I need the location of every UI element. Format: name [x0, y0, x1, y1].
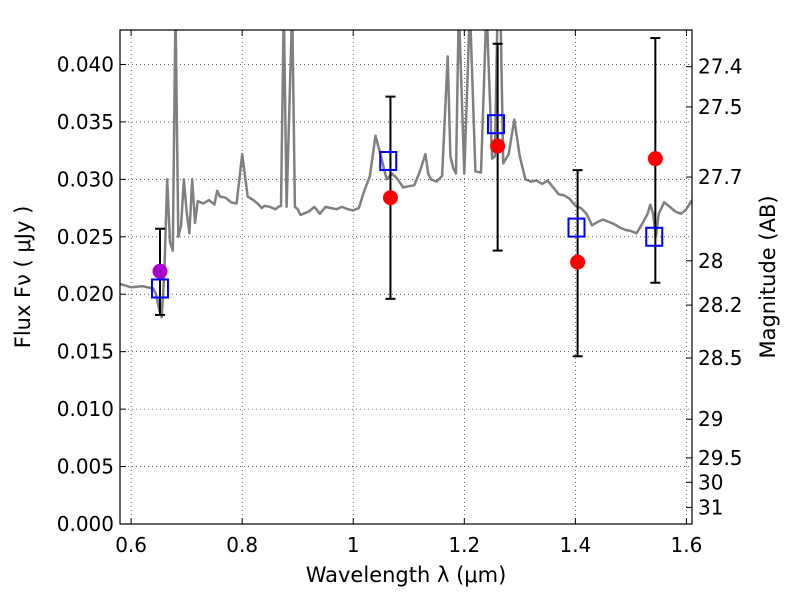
- x-tick-label: 1.6: [671, 533, 703, 557]
- x-axis-label: Wavelength λ (μm): [306, 563, 507, 587]
- mag-tick-label: 28: [698, 249, 723, 273]
- observed-flux-point: [152, 263, 168, 279]
- y-tick-label: 0.040: [57, 52, 114, 76]
- y-tick-label: 0.015: [57, 340, 114, 364]
- mag-tick-label: 30: [698, 470, 723, 494]
- plot-frame: [119, 29, 693, 525]
- y-axis-label: Flux Fν ( μJy ): [11, 206, 35, 349]
- model-flux-box: [150, 278, 169, 299]
- observed-flux-point: [647, 151, 663, 167]
- mag-tick-label: 27.7: [698, 165, 743, 189]
- y-tick-label: 0.020: [57, 282, 114, 306]
- x-tick-label: 0.6: [115, 533, 147, 557]
- model-flux-box: [645, 226, 664, 247]
- mag-tick-label: 31: [698, 495, 723, 519]
- mag-tick-label: 29.5: [698, 446, 743, 470]
- x-tick-label: 1: [347, 533, 360, 557]
- mag-tick-label: 27.4: [698, 55, 743, 79]
- observed-flux-point: [570, 254, 586, 270]
- x-tick-label: 1.2: [448, 533, 480, 557]
- y-tick-label: 0.030: [57, 167, 114, 191]
- x-tick-label: 1.4: [559, 533, 591, 557]
- template-spectrum-line: [120, 30, 692, 319]
- y-tick-label: 0.035: [57, 110, 114, 134]
- axes: 0.6 0.8 1 1.2 1.4 1.6 0.000 0.005 0.010 0.015 0.02…: [57, 30, 743, 557]
- mag-tick-label: 28.5: [698, 346, 743, 370]
- mag-tick-label: 28.2: [698, 293, 743, 317]
- plot-content: [120, 30, 692, 358]
- model-flux-box: [379, 150, 398, 171]
- x-tick-label: 0.8: [226, 533, 258, 557]
- y-tick-label: 0.005: [57, 455, 114, 479]
- observed-flux-point: [490, 138, 506, 154]
- y-tick-label: 0.010: [57, 397, 114, 421]
- y-tick-label: 0.025: [57, 225, 114, 249]
- y-tick-label: 0.000: [57, 512, 114, 536]
- secondary-y-axis-label: Magnitude (AB): [756, 195, 780, 358]
- model-flux-box: [486, 114, 505, 135]
- mag-tick-label: 27.5: [698, 95, 743, 119]
- observed-flux-point: [382, 190, 398, 206]
- mag-tick-label: 29: [698, 407, 723, 431]
- model-flux-box: [567, 217, 586, 238]
